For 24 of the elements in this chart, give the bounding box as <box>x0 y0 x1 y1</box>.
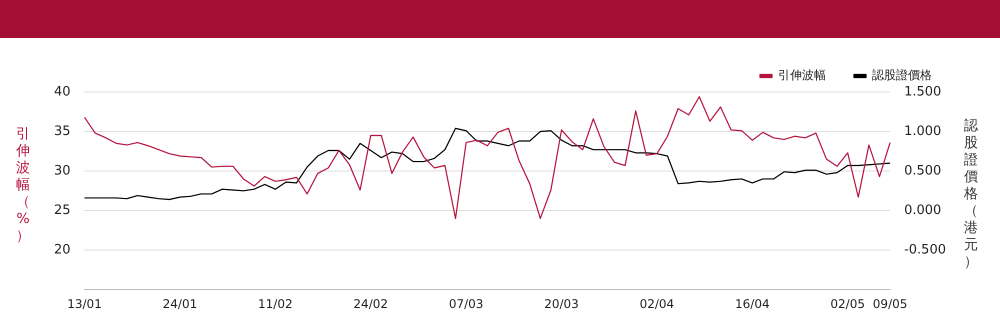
y-tick-label: 30 <box>54 163 71 178</box>
x-tick-label: 20/03 <box>544 296 579 311</box>
x-tick-label: 11/02 <box>258 296 293 311</box>
y2-tick-label: 0.000 <box>904 202 942 218</box>
y-tick-label: 25 <box>54 202 71 218</box>
y2-tick-label: -0.500 <box>904 242 946 258</box>
legend-label: 引伸波幅 <box>778 68 826 82</box>
y-axis-title: 引伸波幅（%） <box>15 126 31 245</box>
x-tick-label: 07/03 <box>448 296 484 311</box>
x-tick-label: 02/04 <box>640 296 674 311</box>
x-tick-label: 09/05 <box>872 296 908 311</box>
y2-tick-label: 1.500 <box>904 84 942 100</box>
y2-tick-label: 1.000 <box>904 124 942 139</box>
x-tick-label: 02/05 <box>830 296 865 311</box>
y-tick-label: 40 <box>54 84 71 100</box>
legend-label: 認股證價格 <box>872 68 932 82</box>
x-tick-label: 13/01 <box>67 296 102 311</box>
y-tick-label: 35 <box>54 124 71 139</box>
text: 認股證價格（港元） <box>964 118 978 270</box>
x-tick-label: 24/02 <box>353 296 388 311</box>
x-tick-label: 16/04 <box>735 296 770 311</box>
y2-tick-label: 0.500 <box>904 163 942 178</box>
y-tick-label: 20 <box>54 242 71 258</box>
x-tick-label: 24/01 <box>162 296 198 311</box>
